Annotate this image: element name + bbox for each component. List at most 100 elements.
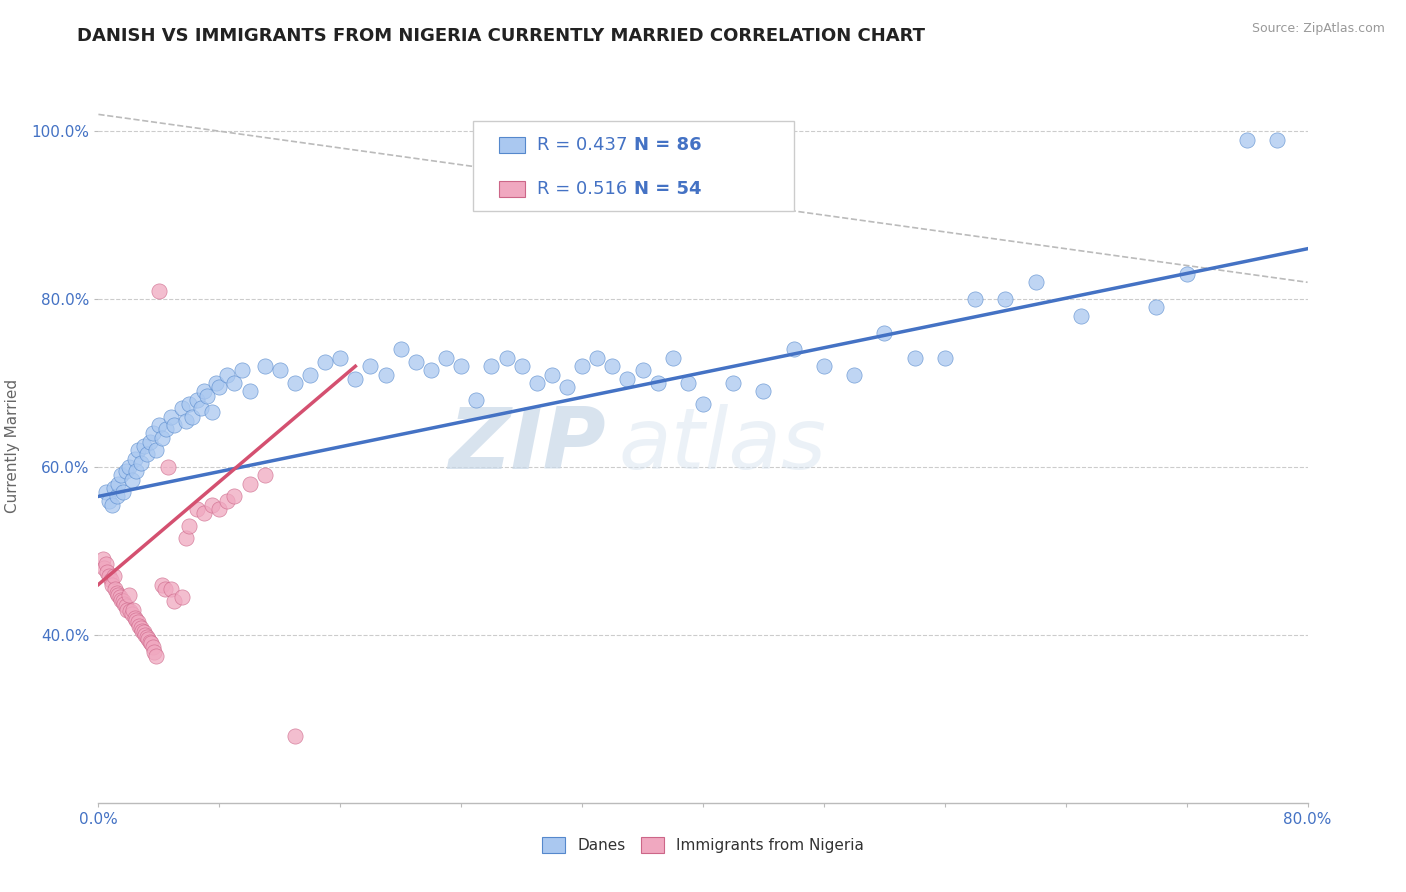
Point — [125, 613, 148, 627]
Point — [107, 588, 129, 602]
Point — [450, 359, 472, 374]
Point — [994, 292, 1017, 306]
Point — [284, 376, 307, 390]
Point — [132, 439, 155, 453]
Point — [329, 351, 352, 365]
Point — [131, 624, 153, 638]
Point — [124, 451, 146, 466]
Point — [136, 632, 159, 646]
Point — [186, 392, 208, 407]
Point — [1175, 267, 1198, 281]
Point — [104, 582, 127, 596]
Point — [844, 368, 866, 382]
Point — [114, 464, 136, 478]
Point — [118, 460, 141, 475]
Point — [481, 359, 503, 374]
Point — [510, 359, 533, 374]
Point — [124, 611, 146, 625]
Point — [1024, 275, 1046, 289]
Point — [231, 363, 253, 377]
Point — [170, 590, 193, 604]
Point — [96, 565, 118, 579]
Point — [98, 569, 121, 583]
Point — [108, 590, 131, 604]
Text: ZIP: ZIP — [449, 404, 606, 488]
Point — [224, 376, 246, 390]
Point — [965, 292, 987, 306]
Point — [94, 557, 117, 571]
Legend: Danes, Immigrants from Nigeria: Danes, Immigrants from Nigeria — [536, 831, 870, 859]
Point — [602, 359, 624, 374]
Point — [143, 645, 166, 659]
Point — [174, 414, 197, 428]
Point — [195, 389, 218, 403]
Point — [374, 368, 396, 382]
Point — [186, 502, 208, 516]
Point — [174, 532, 197, 546]
Point — [98, 493, 121, 508]
Point — [93, 560, 115, 574]
FancyBboxPatch shape — [474, 121, 793, 211]
Point — [134, 628, 156, 642]
Point — [253, 468, 276, 483]
Point — [139, 434, 162, 449]
Point — [156, 460, 179, 475]
Point — [111, 594, 134, 608]
Point — [100, 574, 122, 588]
Point — [145, 648, 167, 663]
Point — [215, 493, 238, 508]
Point — [118, 588, 141, 602]
Point — [170, 401, 193, 416]
Point — [239, 476, 262, 491]
Point — [586, 351, 609, 365]
Point — [121, 607, 143, 621]
Point — [142, 640, 165, 655]
Point — [163, 417, 186, 432]
Point — [1267, 132, 1289, 146]
Point — [284, 729, 307, 743]
Text: N = 54: N = 54 — [634, 180, 702, 198]
Point — [269, 363, 291, 377]
Point — [1236, 132, 1258, 146]
FancyBboxPatch shape — [499, 181, 526, 197]
Point — [389, 343, 412, 357]
Point — [148, 417, 170, 432]
Point — [934, 351, 956, 365]
Text: Source: ZipAtlas.com: Source: ZipAtlas.com — [1251, 22, 1385, 36]
Point — [114, 599, 136, 613]
Point — [253, 359, 276, 374]
Point — [405, 355, 427, 369]
Point — [125, 464, 148, 478]
Point — [676, 376, 699, 390]
Point — [465, 392, 488, 407]
Point — [647, 376, 669, 390]
Point — [179, 518, 201, 533]
Point — [208, 380, 231, 394]
Point — [103, 569, 125, 583]
Point — [434, 351, 457, 365]
Point — [495, 351, 517, 365]
Point — [129, 456, 152, 470]
Text: R = 0.516: R = 0.516 — [537, 180, 627, 198]
Point — [105, 489, 128, 503]
Point — [205, 376, 228, 390]
FancyBboxPatch shape — [499, 137, 526, 153]
Point — [155, 422, 177, 436]
Point — [145, 443, 167, 458]
Point — [163, 594, 186, 608]
Point — [420, 363, 443, 377]
Point — [752, 384, 775, 399]
Point — [616, 372, 638, 386]
Point — [181, 409, 204, 424]
Point — [135, 447, 157, 461]
Point — [127, 615, 149, 630]
Point — [122, 603, 145, 617]
Point — [94, 485, 117, 500]
Point — [153, 582, 176, 596]
Point — [299, 368, 322, 382]
Point — [148, 284, 170, 298]
Point — [193, 506, 215, 520]
Point — [141, 636, 163, 650]
Point — [314, 355, 336, 369]
Point — [1070, 309, 1092, 323]
